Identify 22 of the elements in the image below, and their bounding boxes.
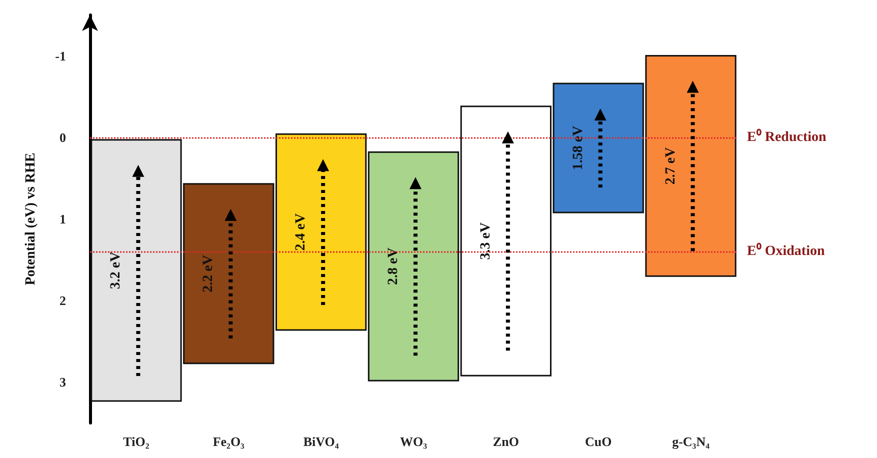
y-tick-label: 2 — [60, 293, 66, 308]
data-label: 3.3 eV — [478, 222, 494, 260]
x-tick-label: Fe₂O₃ — [212, 434, 245, 449]
y-tick-label: -1 — [55, 48, 66, 64]
data-label: 3.2 eV — [108, 252, 124, 290]
data-label: 2.8 eV — [386, 248, 401, 285]
data-label: 1.58 eV — [570, 126, 586, 170]
ref-line-label: E⁰ Oxidation — [747, 242, 825, 260]
data-label: 2.4 eV — [294, 213, 309, 251]
x-tick-label: BiVO₄ — [303, 434, 339, 449]
y-tick-label: 0 — [60, 130, 66, 145]
y-axis-title: Potential (eV) vs RHE — [24, 152, 38, 286]
data-label: 2.7 eV — [663, 147, 678, 185]
x-tick-label: WO₃ — [400, 434, 428, 449]
ref-line-label: E⁰ Reduction — [747, 128, 826, 145]
x-tick-label: TiO₂ — [123, 434, 150, 449]
x-tick-label: CuO — [584, 434, 612, 449]
y-tick-label: 3 — [60, 374, 66, 390]
data-label: 2.2 eV — [201, 255, 216, 292]
x-tick-label: g-C₃N₄ — [672, 434, 710, 449]
x-tick-label: ZnO — [492, 434, 519, 449]
y-tick-label: 1 — [60, 212, 66, 226]
